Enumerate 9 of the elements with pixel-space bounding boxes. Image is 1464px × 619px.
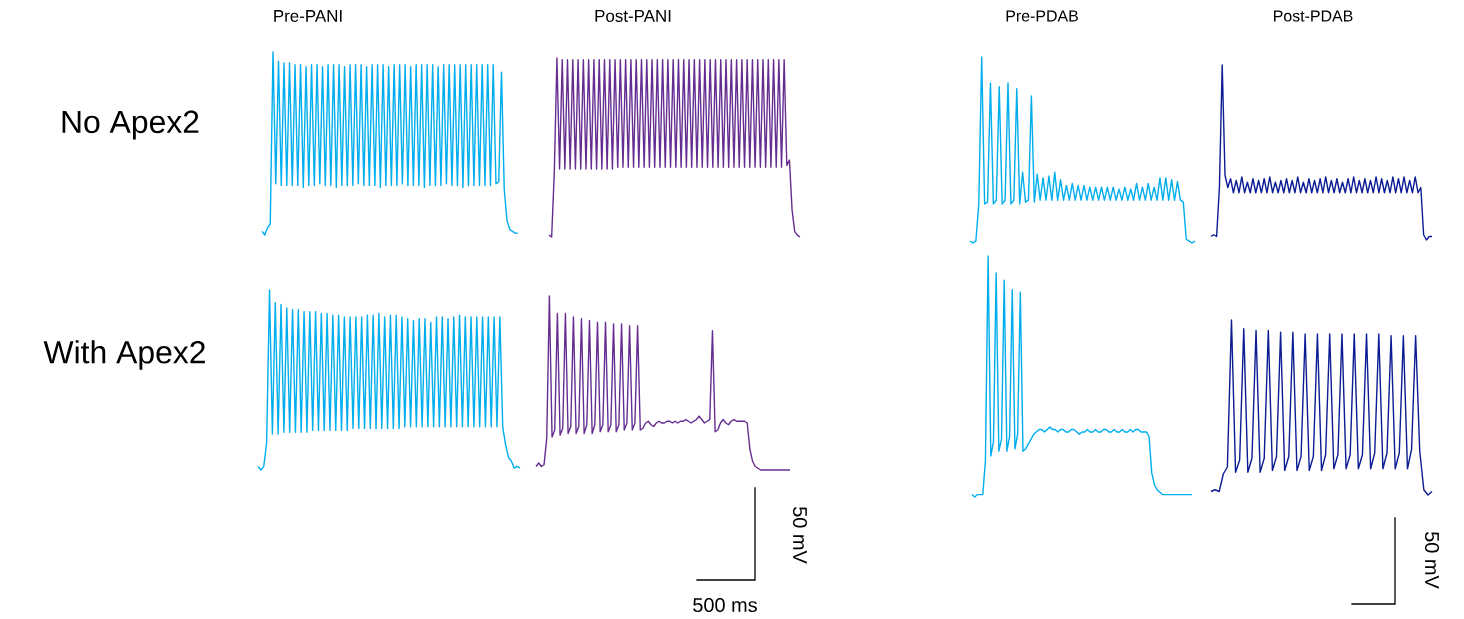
y-axis-title: With Apex2 xyxy=(43,340,205,370)
chart-title: Post-PANI xyxy=(595,10,671,22)
text: 50 mV xyxy=(792,507,808,564)
text: 500 ms xyxy=(693,597,757,613)
text: 50 mV xyxy=(1424,532,1440,589)
chart-title: Pre-PANI xyxy=(274,10,342,22)
y-axis-title: No Apex2 xyxy=(62,110,199,140)
chart-title: Post-PDAB xyxy=(1274,10,1353,22)
chart-title: Pre-PDAB xyxy=(1006,10,1078,22)
